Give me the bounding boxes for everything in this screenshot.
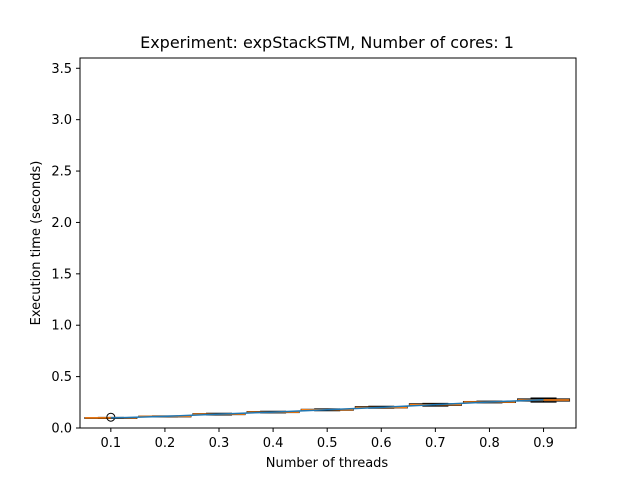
x-tick-label: 0.8 (479, 436, 500, 451)
plot-area-frame (79, 57, 577, 429)
x-tick-label: 0.5 (317, 436, 338, 451)
x-tick-label: 0.4 (263, 436, 284, 451)
y-axis: 0.0 0.5 1.0 1.5 2.0 2.5 3.0 3.5 (51, 62, 80, 437)
x-axis-label: Number of threads (266, 456, 389, 471)
x-tick-label: 0.6 (371, 436, 392, 451)
x-tick-label: 0.9 (533, 436, 554, 451)
y-tick-label: 0.5 (51, 370, 72, 385)
y-tick-label: 2.0 (51, 216, 72, 231)
y-tick-label: 1.0 (51, 319, 72, 334)
y-tick-label: 2.5 (51, 165, 72, 180)
x-tick-label: 0.7 (425, 436, 446, 451)
chart-title: Experiment: expStackSTM, Number of cores… (140, 33, 514, 52)
x-tick-label: 0.1 (100, 436, 121, 451)
y-tick-label: 1.5 (51, 267, 72, 282)
y-axis-label: Execution time (seconds) (29, 161, 44, 326)
x-axis: 0.1 0.2 0.3 0.4 0.5 0.6 0.7 0.8 0.9 (100, 428, 554, 451)
y-tick-label: 0.0 (51, 422, 72, 437)
x-tick-label: 0.2 (155, 436, 176, 451)
y-tick-label: 3.5 (51, 62, 72, 77)
x-tick-label: 0.3 (209, 436, 230, 451)
trend-line (110, 398, 544, 419)
y-tick-label: 3.0 (51, 113, 72, 128)
